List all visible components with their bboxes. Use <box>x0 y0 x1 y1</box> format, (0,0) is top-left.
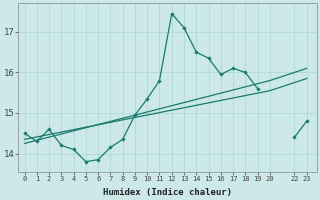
X-axis label: Humidex (Indice chaleur): Humidex (Indice chaleur) <box>103 188 232 197</box>
